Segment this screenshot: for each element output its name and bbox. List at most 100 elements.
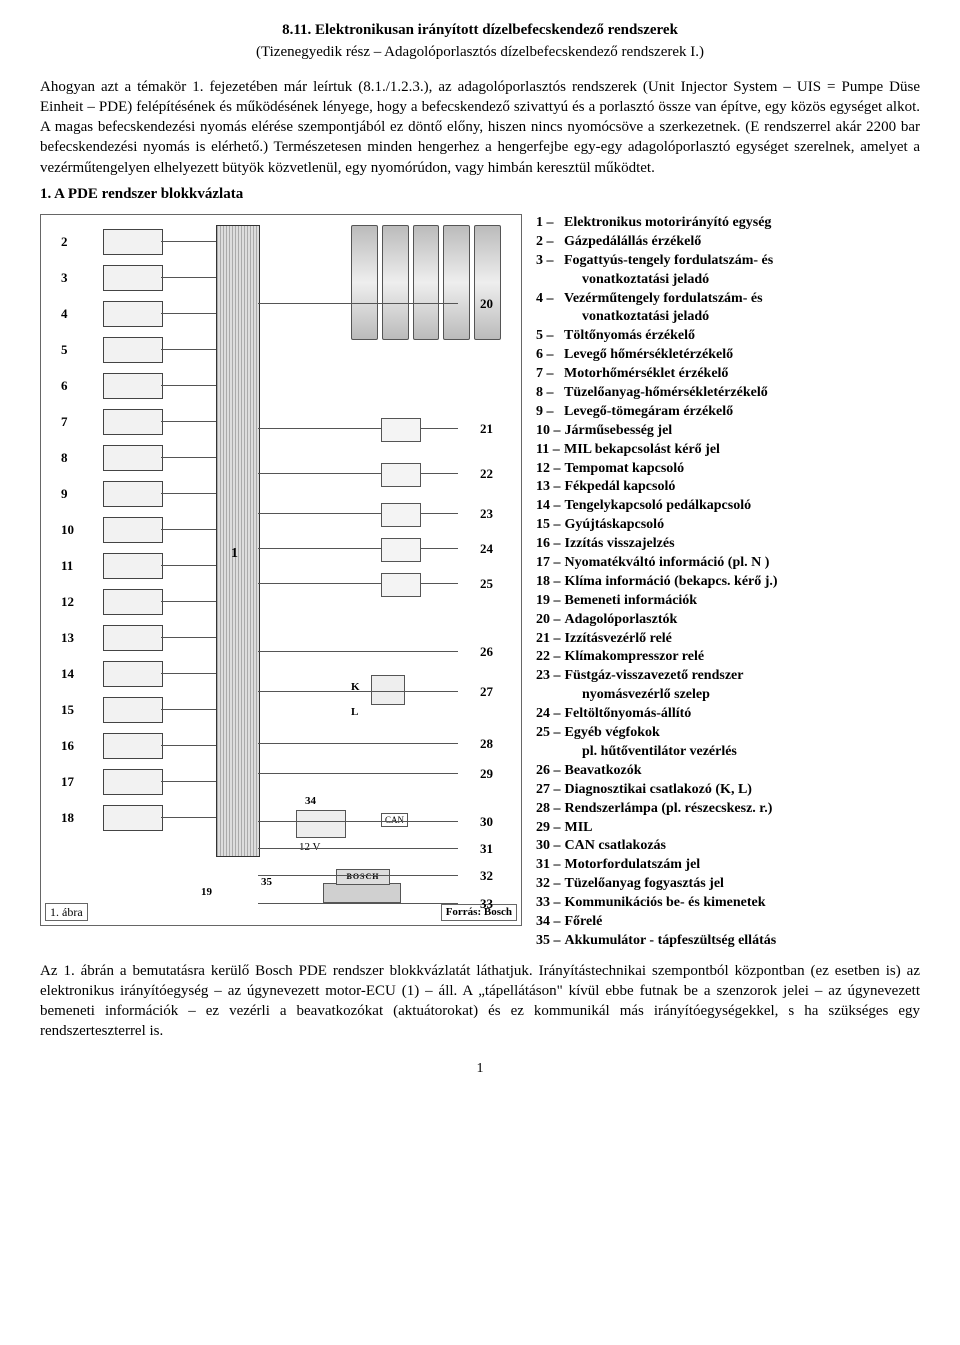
legend-text: Levegő hőmérsékletérzékelő [564,346,733,365]
legend-item: 26 – Beavatkozók [536,762,920,781]
legend-num: 14 – [536,497,561,516]
wire [161,529,216,530]
legend-item: 6 – Levegő hőmérsékletérzékelő [536,346,920,365]
legend-item: 7 – Motorhőmérséklet érzékelő [536,365,920,384]
left-num: 7 [61,413,68,431]
legend-num: 22 – [536,648,561,667]
sensor-icon [103,373,163,399]
left-num: 8 [61,449,68,467]
legend-item: 11 – MIL bekapcsolást kérő jel [536,441,920,460]
legend-text: Főrelé [565,913,603,932]
label-34: 34 [305,794,316,809]
legend-num: 23 – [536,667,561,686]
legend-num: 26 – [536,762,561,781]
legend-num: 34 – [536,913,561,932]
left-num: 5 [61,341,68,359]
legend-num: 9 – [536,403,560,422]
wire [161,421,216,422]
right-num: 22 [480,465,493,483]
legend-item: 29 – MIL [536,819,920,838]
legend-item: 5 – Töltőnyomás érzékelő [536,327,920,346]
legend-num: 25 – [536,724,561,743]
legend-item: 9 – Levegő-tömegáram érzékelő [536,403,920,422]
sensor-icon [103,301,163,327]
legend-text: CAN csatlakozás [565,837,667,856]
legend-text: Kommunikációs be- és kimenetek [565,894,766,913]
wire [258,473,458,474]
wire [161,277,216,278]
sensor-icon [103,517,163,543]
legend-item: 10 – Járműsebesség jel [536,422,920,441]
legend-num: 32 – [536,875,561,894]
wire [161,781,216,782]
label-35: 35 [261,875,272,890]
actuator-box [381,538,421,562]
wire [258,651,458,652]
sensor-icon [103,625,163,651]
legend-subtext: pl. hűtőventilátor vezérlés [536,743,920,762]
legend-text: Elektronikus motorirányító egység [564,214,771,233]
legend-subtext: vonatkoztatási jeladó [536,271,920,290]
wire [258,903,458,904]
actuator-box [381,418,421,442]
legend-text: Feltöltőnyomás-állító [565,705,692,724]
diagnostic-box [371,675,405,705]
legend-text: Gázpedálállás érzékelő [564,233,701,252]
legend-item: 23 – Füstgáz-visszavezető rendszer [536,667,920,686]
legend-item: 32 – Tüzelőanyag fogyasztás jel [536,875,920,894]
sensor-icon [103,697,163,723]
left-num: 17 [61,773,74,791]
sensor-icon [103,409,163,435]
legend-text: MIL bekapcsolást kérő jel [564,441,720,460]
wire [258,548,458,549]
legend-item: 24 – Feltöltőnyomás-állító [536,705,920,724]
right-num: 28 [480,735,493,753]
page-number: 1 [40,1060,920,1079]
sensor-icon [103,553,163,579]
legend-item: 18 – Klíma információ (bekapcs. kérő j.) [536,573,920,592]
legend-item: 13 – Fékpedál kapcsoló [536,478,920,497]
ecu-number: 1 [231,545,238,564]
right-num: 21 [480,420,493,438]
wire [161,673,216,674]
legend-num: 8 – [536,384,560,403]
legend-item: 4 – Vezérműtengely fordulatszám- és [536,290,920,309]
left-num: 10 [61,521,74,539]
legend-subtext: vonatkoztatási jeladó [536,308,920,327]
wire [258,875,458,876]
legend-text: Gyújtáskapcsoló [565,516,665,535]
injector [351,225,378,340]
left-num: 18 [61,809,74,827]
legend-num: 15 – [536,516,561,535]
wire [161,745,216,746]
page-subheading: (Tizenegyedik rész – Adagolóporlasztós d… [40,42,920,62]
ecu-block [216,225,260,857]
legend-item: 19 – Bemeneti információk [536,592,920,611]
left-num: 16 [61,737,74,755]
wire [161,457,216,458]
injector [474,225,501,340]
label-l: L [351,705,358,720]
legend-num: 13 – [536,478,561,497]
legend-subtext: nyomásvezérlő szelep [536,686,920,705]
legend-item: 30 – CAN csatlakozás [536,837,920,856]
sensor-icon [103,661,163,687]
legend-text: Rendszerlámpa (pl. részecskesz. r.) [565,800,773,819]
legend-text: Izzítás visszajelzés [565,535,675,554]
left-num: 3 [61,269,68,287]
main-relay-box [296,810,346,838]
legend-text: Vezérműtengely fordulatszám- és [564,290,763,309]
wire [161,565,216,566]
wire [258,821,458,822]
legend-num: 1 – [536,214,560,233]
legend-num: 19 – [536,592,561,611]
sensor-icon [103,265,163,291]
legend-num: 16 – [536,535,561,554]
bosch-logo: BOSCH [336,869,390,885]
legend-item: 12 – Tempomat kapcsoló [536,460,920,479]
legend-item: 3 – Fogattyús-tengely fordulatszám- és [536,252,920,271]
right-num: 26 [480,643,493,661]
legend-num: 18 – [536,573,561,592]
wire [258,773,458,774]
legend-num: 30 – [536,837,561,856]
